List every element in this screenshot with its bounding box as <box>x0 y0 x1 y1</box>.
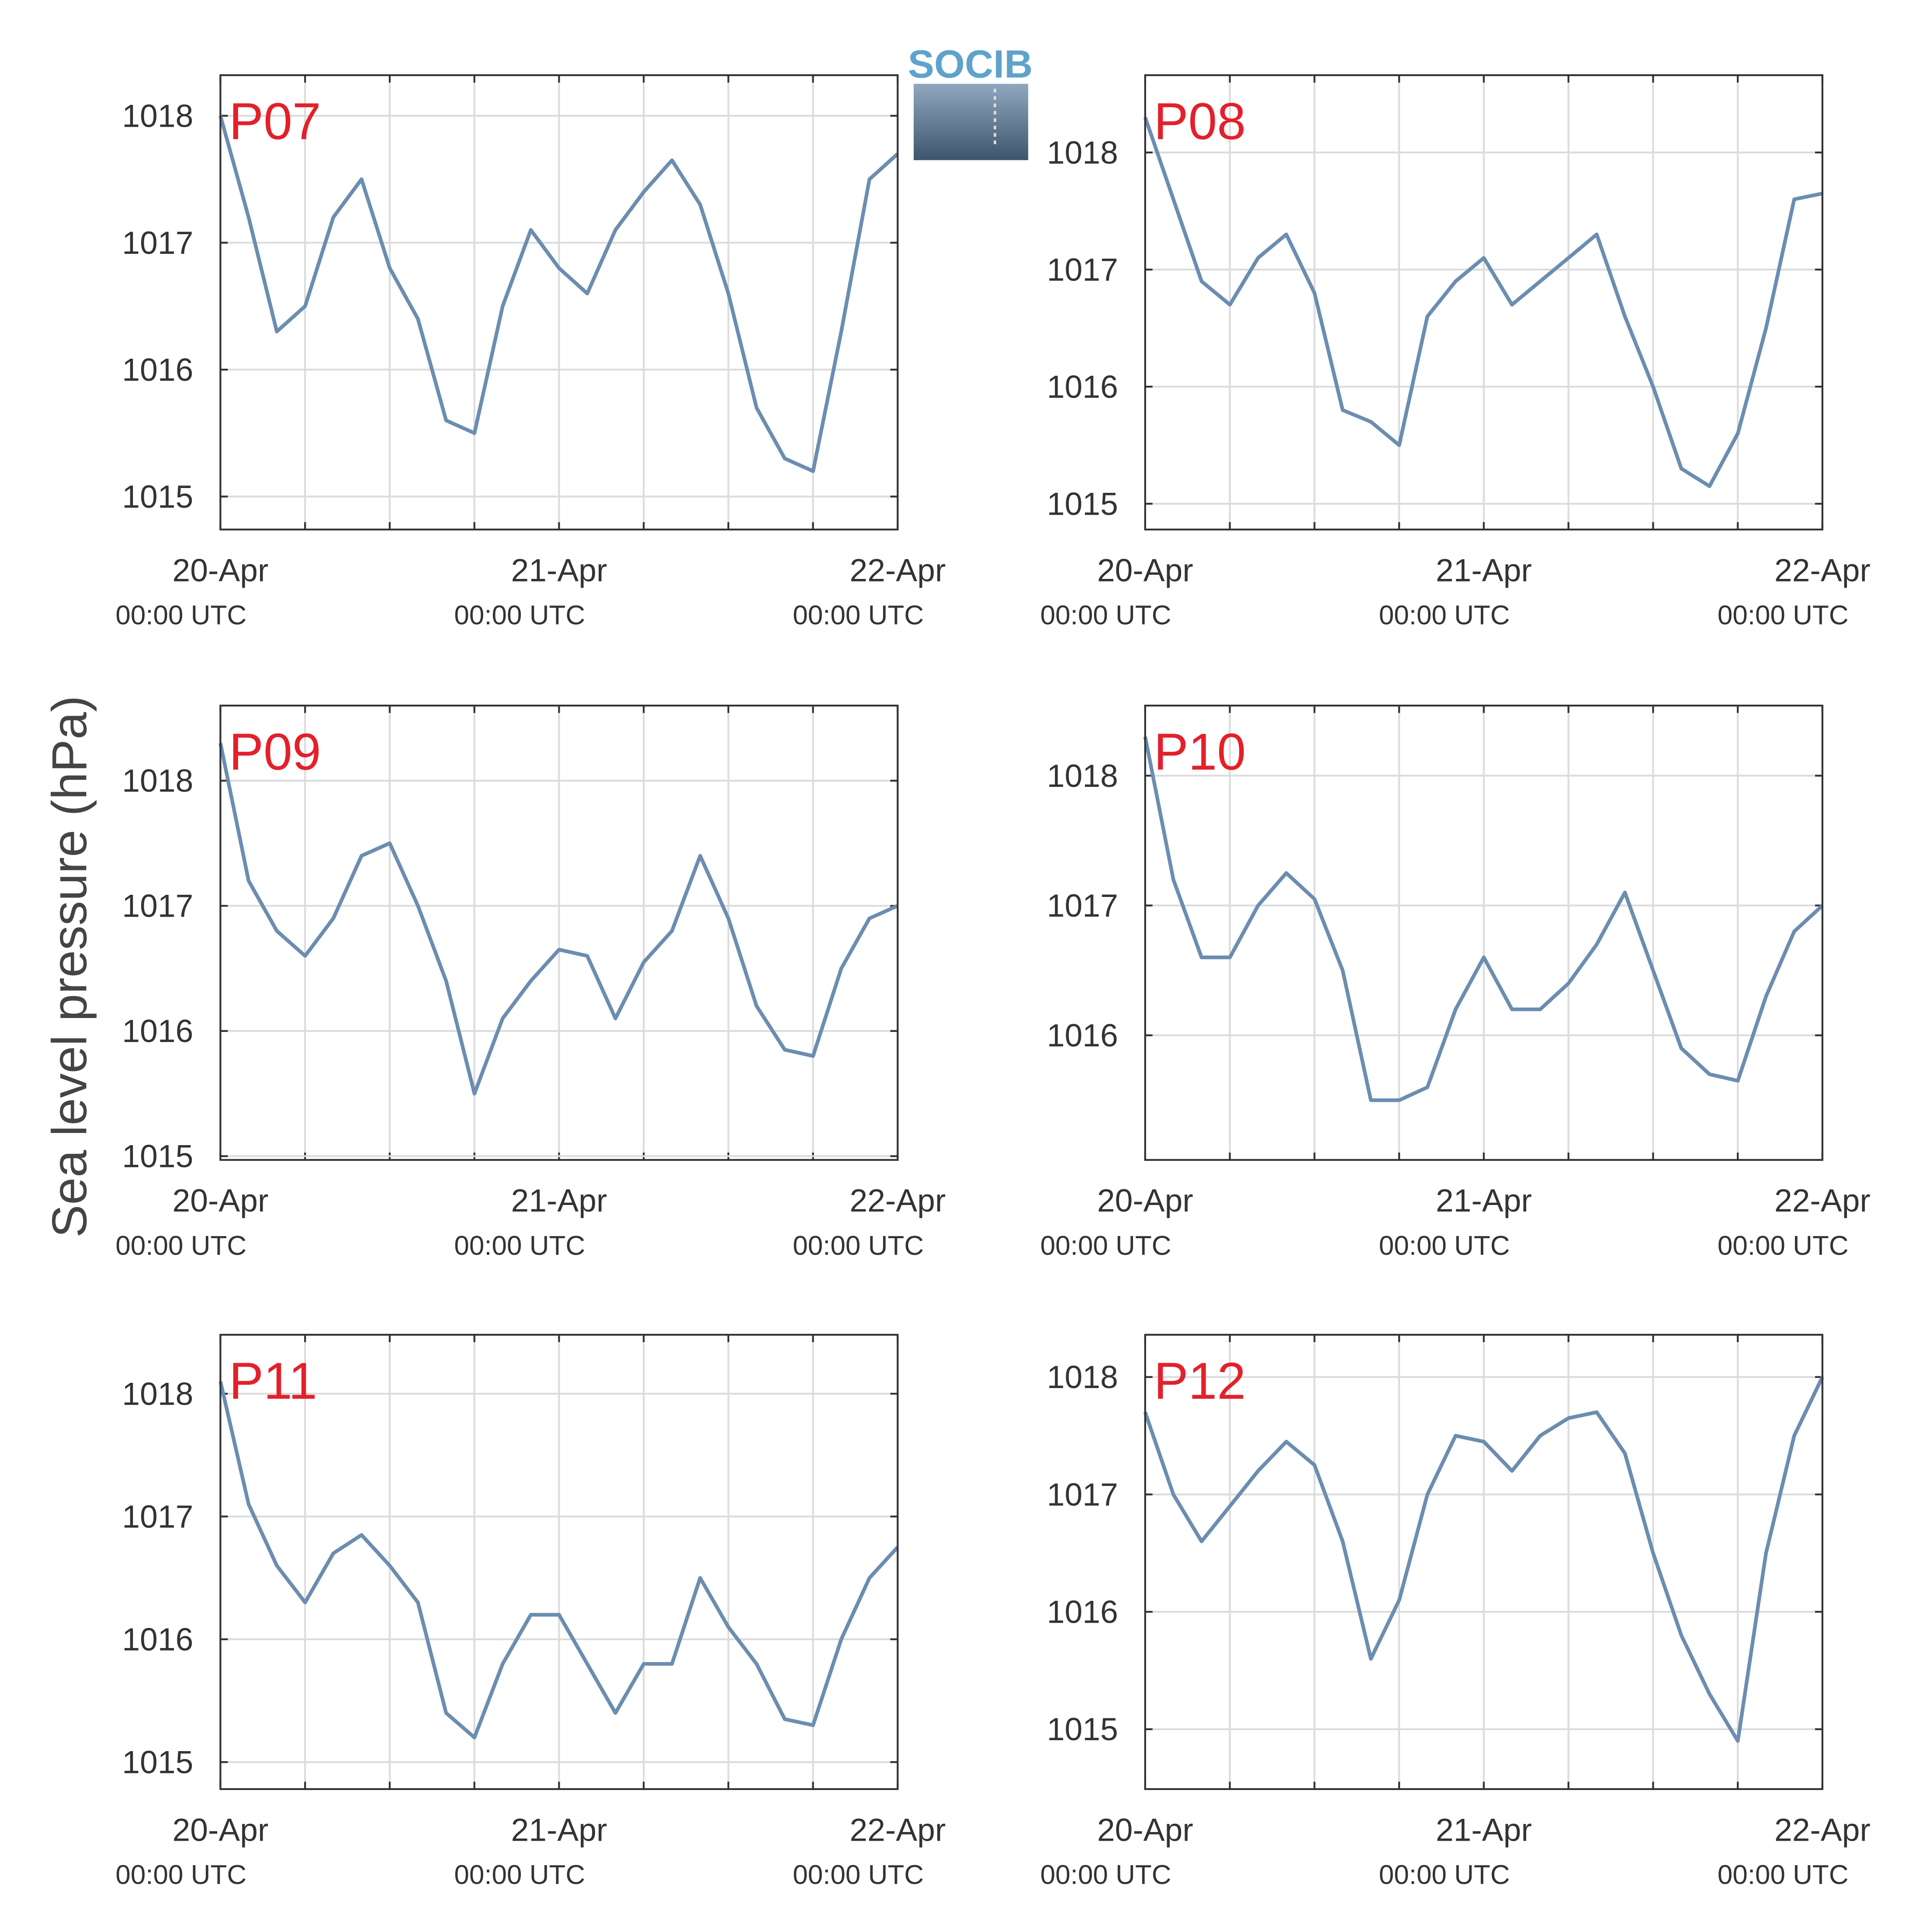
y-tick-label: 1017 <box>1047 1477 1118 1513</box>
x-tick-label: 21-Apr <box>511 1812 607 1848</box>
y-tick-label: 1018 <box>122 1376 193 1412</box>
plot-frame <box>219 74 899 531</box>
y-tick-label: 1017 <box>122 225 193 261</box>
panel-title: P08 <box>1154 93 1246 151</box>
x-tick-sublabel: 00:00 UTC <box>793 1231 924 1261</box>
x-tick-label: 21-Apr <box>1436 1183 1532 1219</box>
x-tick-sublabel: 00:00 UTC <box>1718 1860 1849 1890</box>
x-tick-sublabel: 00:00 UTC <box>115 600 246 630</box>
series-line <box>218 743 899 1096</box>
x-tick-label: 22-Apr <box>1774 1812 1871 1848</box>
y-tick-label: 1015 <box>122 1139 193 1174</box>
panel-title: P09 <box>229 724 321 781</box>
panel-title: P07 <box>229 93 321 151</box>
panel: 20-Apr 00:00 UTC 21-Apr 00:00 UTC 22-Apr 00:0… <box>115 1333 946 1890</box>
y-tick-label: 1018 <box>1047 758 1118 794</box>
y-axis-label: Sea level pressure (hPa) <box>42 696 97 1238</box>
x-tick-sublabel: 00:00 UTC <box>1718 1231 1849 1261</box>
y-tick-label: 1017 <box>1047 888 1118 924</box>
x-tick-sublabel: 00:00 UTC <box>1379 1231 1510 1261</box>
x-tick-label: 20-Apr <box>172 1812 268 1848</box>
y-tick-label: 1016 <box>122 352 193 388</box>
logo-text: SOCIB <box>908 42 1033 87</box>
x-tick-label: 20-Apr <box>1097 552 1193 588</box>
x-tick-sublabel: 00:00 UTC <box>793 600 924 630</box>
x-tick-label: 21-Apr <box>1436 1812 1532 1848</box>
panel: 20-Apr 00:00 UTC 21-Apr 00:00 UTC 22-Apr 00:0… <box>1040 74 1871 630</box>
x-tick-sublabel: 00:00 UTC <box>1379 600 1510 630</box>
y-tick-label: 1016 <box>1047 369 1118 405</box>
x-tick-label: 21-Apr <box>1436 552 1532 588</box>
y-tick-label: 1015 <box>1047 486 1118 522</box>
panel: 20-Apr 00:00 UTC 21-Apr 00:00 UTC 22-Apr 00:0… <box>115 704 946 1261</box>
panel-title: P11 <box>229 1353 317 1410</box>
panel: 20-Apr 00:00 UTC 21-Apr 00:00 UTC 22-Apr 00:0… <box>1040 704 1871 1261</box>
x-tick-label: 22-Apr <box>849 1812 946 1848</box>
series-line <box>1143 1376 1824 1743</box>
x-tick-sublabel: 00:00 UTC <box>1379 1860 1510 1890</box>
panel: 20-Apr 00:00 UTC 21-Apr 00:00 UTC 22-Apr 00:0… <box>115 74 946 630</box>
y-tick-label: 1016 <box>1047 1018 1118 1053</box>
y-tick-label: 1016 <box>1047 1594 1118 1630</box>
y-tick-label: 1017 <box>122 1499 193 1534</box>
y-tick-label: 1018 <box>122 763 193 799</box>
x-tick-label: 20-Apr <box>1097 1183 1193 1219</box>
x-tick-label: 21-Apr <box>511 1183 607 1219</box>
plot-frame <box>1144 74 1823 531</box>
x-tick-label: 22-Apr <box>849 552 946 588</box>
x-tick-label: 20-Apr <box>1097 1812 1193 1848</box>
x-tick-sublabel: 00:00 UTC <box>1040 600 1171 630</box>
x-tick-label: 20-Apr <box>172 552 268 588</box>
plot-frame <box>1144 1333 1823 1790</box>
y-tick-label: 1018 <box>1047 135 1118 170</box>
logo-box <box>914 83 1029 160</box>
panel-title: P12 <box>1154 1353 1246 1410</box>
x-tick-label: 22-Apr <box>1774 552 1871 588</box>
x-tick-sublabel: 00:00 UTC <box>454 1860 585 1890</box>
y-tick-label: 1015 <box>122 479 193 515</box>
x-tick-sublabel: 00:00 UTC <box>115 1231 246 1261</box>
y-tick-label: 1017 <box>122 888 193 924</box>
y-tick-label: 1015 <box>122 1744 193 1780</box>
logo: SOCIB <box>908 42 1033 160</box>
panel: 20-Apr 00:00 UTC 21-Apr 00:00 UTC 22-Apr 00:0… <box>1040 1333 1871 1890</box>
y-tick-label: 1015 <box>1047 1711 1118 1747</box>
x-tick-sublabel: 00:00 UTC <box>115 1860 246 1890</box>
x-tick-label: 20-Apr <box>172 1183 268 1219</box>
series-line <box>218 1381 899 1740</box>
x-tick-sublabel: 00:00 UTC <box>1040 1231 1171 1261</box>
y-tick-label: 1017 <box>1047 252 1118 287</box>
y-tick-label: 1018 <box>122 98 193 134</box>
x-tick-label: 21-Apr <box>511 552 607 588</box>
x-tick-sublabel: 00:00 UTC <box>454 1231 585 1261</box>
y-tick-label: 1016 <box>122 1621 193 1657</box>
y-tick-label: 1016 <box>122 1013 193 1049</box>
x-tick-sublabel: 00:00 UTC <box>1718 600 1849 630</box>
plot-frame <box>219 704 899 1161</box>
series-line <box>1143 736 1824 1102</box>
plot-frame <box>1144 704 1823 1161</box>
x-tick-label: 22-Apr <box>849 1183 946 1219</box>
y-tick-label: 1018 <box>1047 1359 1118 1395</box>
panel-title: P10 <box>1154 724 1246 781</box>
series-line <box>218 115 899 473</box>
x-tick-sublabel: 00:00 UTC <box>454 600 585 630</box>
series-line <box>1143 117 1823 488</box>
x-tick-label: 22-Apr <box>1774 1183 1871 1219</box>
x-tick-sublabel: 00:00 UTC <box>793 1860 924 1890</box>
plot-frame <box>219 1333 899 1790</box>
x-tick-sublabel: 00:00 UTC <box>1040 1860 1171 1890</box>
